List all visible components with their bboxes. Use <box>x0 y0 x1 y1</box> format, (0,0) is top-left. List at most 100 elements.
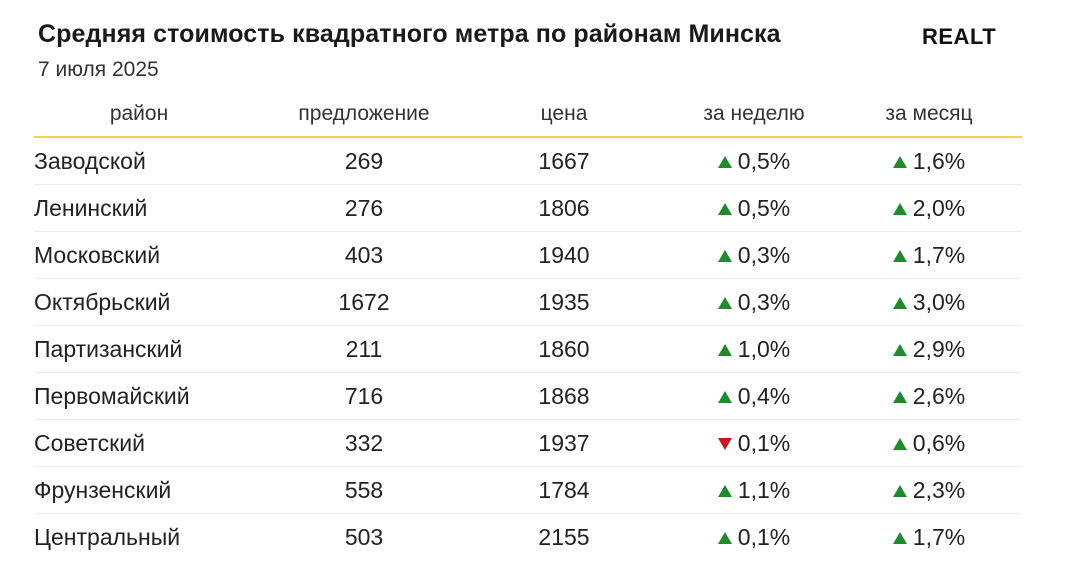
district-name: Московский <box>34 241 161 268</box>
change-text: 2,0% <box>912 195 966 222</box>
col-header-month: за месяц <box>885 102 973 125</box>
change-text: 2,9% <box>912 336 966 363</box>
change-text: 0,3% <box>737 242 791 269</box>
change-text: 0,1% <box>737 430 791 457</box>
table-row: Центральный 503 2155 0,1% 1,7% <box>34 514 1022 560</box>
change-value: 1,6% <box>892 148 966 175</box>
change-text: 0,6% <box>912 430 966 457</box>
chart-date: 7 июля 2025 <box>38 58 159 81</box>
triangle-up-icon <box>717 390 732 403</box>
table-row: Московский 403 1940 0,3% 1,7% <box>34 232 1022 279</box>
price-value: 1940 <box>538 241 590 268</box>
month-change: 1,6% <box>844 147 1014 176</box>
change-value: 2,3% <box>892 477 966 504</box>
table-row: Советский 332 1937 0,1% 0,6% <box>34 420 1022 467</box>
col-header-price: цена <box>540 102 588 125</box>
col-header-week: за неделю <box>703 102 805 125</box>
offers-count: 276 <box>344 194 384 221</box>
week-change: 0,3% <box>664 288 844 317</box>
change-value: 1,1% <box>717 477 791 504</box>
change-value: 2,6% <box>892 383 966 410</box>
col-header-offers: предложение <box>298 102 430 125</box>
price-table: район предложение цена за неделю за меся… <box>34 92 1022 560</box>
change-value: 1,7% <box>892 242 966 269</box>
table-row: Партизанский 211 1860 1,0% 2,9% <box>34 326 1022 373</box>
triangle-up-icon <box>892 390 907 403</box>
offers-count: 1672 <box>338 288 390 315</box>
district-name: Ленинский <box>34 194 148 221</box>
district-name: Октябрьский <box>34 288 171 315</box>
triangle-up-icon <box>717 155 732 168</box>
month-change: 1,7% <box>844 523 1014 552</box>
district-name: Заводской <box>34 147 146 174</box>
table-row: Первомайский 716 1868 0,4% 2,6% <box>34 373 1022 420</box>
district-name: Центральный <box>34 523 181 550</box>
offers-count: 211 <box>345 335 383 362</box>
triangle-up-icon <box>717 249 732 262</box>
offers-count: 269 <box>344 147 384 174</box>
price-value: 1860 <box>538 335 590 362</box>
month-change: 1,7% <box>844 241 1014 270</box>
table-row: Октябрьский 1672 1935 0,3% 3,0% <box>34 279 1022 326</box>
change-text: 3,0% <box>912 289 966 316</box>
month-change: 0,6% <box>844 429 1014 458</box>
triangle-up-icon <box>717 296 732 309</box>
price-value: 1806 <box>538 194 590 221</box>
month-change: 2,6% <box>844 382 1014 411</box>
change-value: 3,0% <box>892 289 966 316</box>
change-text: 0,4% <box>737 383 791 410</box>
triangle-down-icon <box>717 437 732 450</box>
change-text: 1,6% <box>912 148 966 175</box>
price-value: 1868 <box>538 382 590 409</box>
triangle-up-icon <box>717 343 732 356</box>
price-value: 1937 <box>538 429 590 456</box>
week-change: 0,1% <box>664 429 844 458</box>
change-text: 1,1% <box>737 477 791 504</box>
col-header-district: район <box>109 102 169 125</box>
triangle-up-icon <box>717 484 732 497</box>
change-text: 2,6% <box>912 383 966 410</box>
triangle-up-icon <box>892 343 907 356</box>
week-change: 0,3% <box>664 241 844 270</box>
realt-logo: REALT <box>922 24 997 49</box>
week-change: 0,5% <box>664 194 844 223</box>
change-value: 0,5% <box>717 148 791 175</box>
price-value: 1784 <box>538 476 590 503</box>
table-row: Фрунзенский 558 1784 1,1% 2,3% <box>34 467 1022 514</box>
change-text: 1,0% <box>737 336 791 363</box>
month-change: 3,0% <box>844 288 1014 317</box>
price-value: 2155 <box>538 523 590 550</box>
month-change: 2,0% <box>844 194 1014 223</box>
month-change: 2,9% <box>844 335 1014 364</box>
change-value: 2,9% <box>892 336 966 363</box>
change-value: 0,6% <box>892 430 966 457</box>
change-text: 0,3% <box>737 289 791 316</box>
change-text: 0,5% <box>737 195 791 222</box>
change-value: 0,4% <box>717 383 791 410</box>
triangle-up-icon <box>892 484 907 497</box>
week-change: 1,1% <box>664 476 844 505</box>
change-text: 0,5% <box>737 148 791 175</box>
triangle-up-icon <box>892 249 907 262</box>
price-value: 1935 <box>538 288 590 315</box>
change-text: 1,7% <box>912 242 966 269</box>
week-change: 0,5% <box>664 147 844 176</box>
change-value: 0,1% <box>717 524 791 551</box>
change-text: 1,7% <box>912 524 966 551</box>
change-text: 2,3% <box>912 477 966 504</box>
month-change: 2,3% <box>844 476 1014 505</box>
change-value: 1,7% <box>892 524 966 551</box>
change-value: 0,1% <box>717 430 791 457</box>
week-change: 1,0% <box>664 335 844 364</box>
triangle-up-icon <box>892 202 907 215</box>
offers-count: 503 <box>344 523 384 550</box>
table-header: район предложение цена за неделю за меся… <box>34 92 1022 138</box>
table-row: Ленинский 276 1806 0,5% 2,0% <box>34 185 1022 232</box>
change-value: 0,3% <box>717 289 791 316</box>
change-text: 0,1% <box>737 524 791 551</box>
change-value: 0,5% <box>717 195 791 222</box>
triangle-up-icon <box>892 531 907 544</box>
triangle-up-icon <box>892 296 907 309</box>
change-value: 0,3% <box>717 242 791 269</box>
offers-count: 558 <box>344 476 384 503</box>
